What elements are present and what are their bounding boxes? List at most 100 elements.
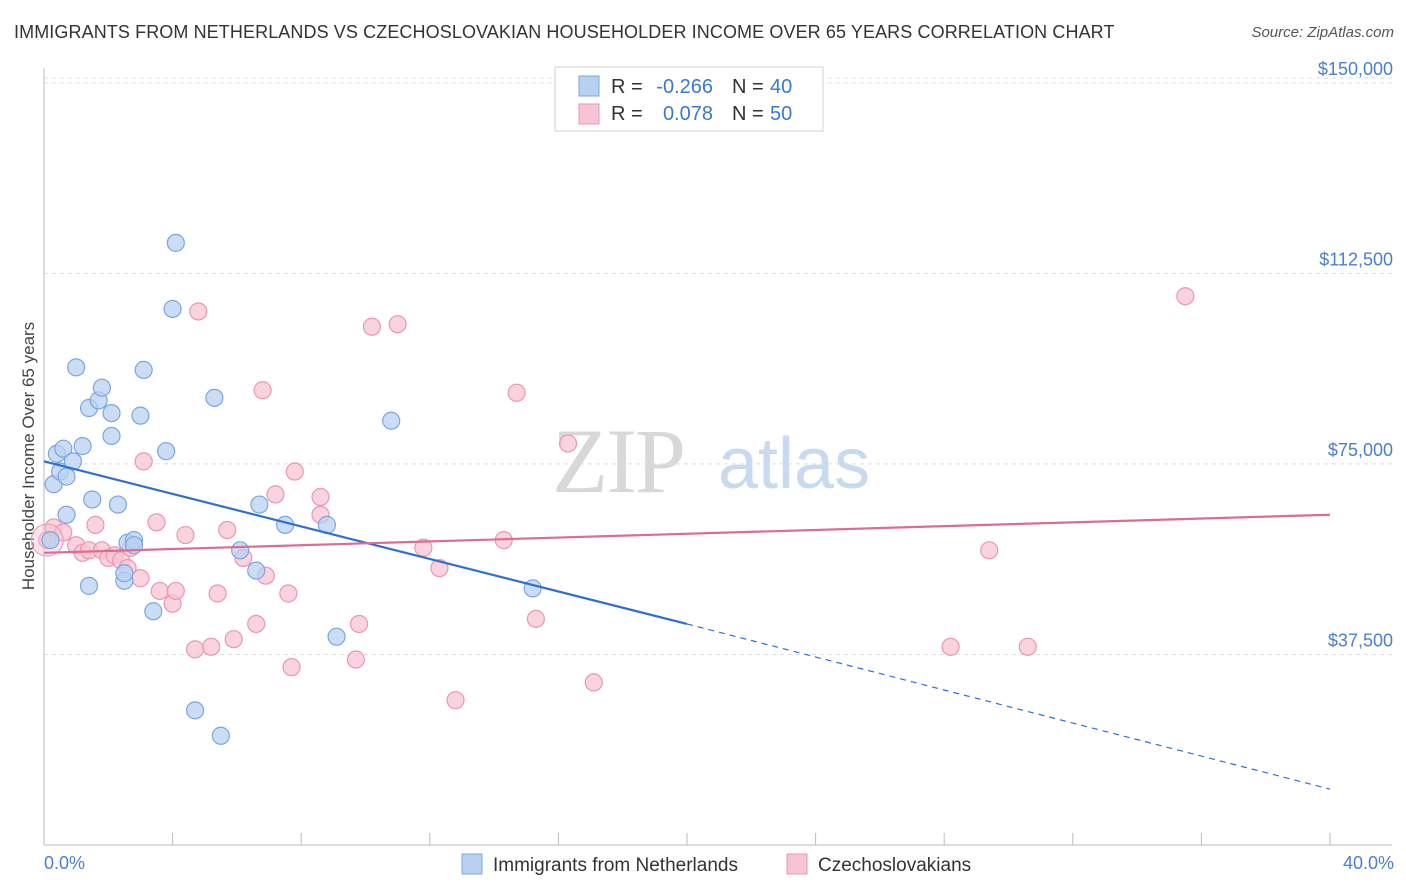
point-netherlands bbox=[73, 437, 92, 456]
stats-n-value-2: 50 bbox=[770, 103, 792, 125]
point-netherlands bbox=[57, 467, 76, 486]
point-czechoslovakians bbox=[247, 614, 266, 634]
point-czechoslovakians bbox=[166, 581, 185, 601]
legend: Immigrants from Netherlands Czechoslovak… bbox=[461, 853, 971, 876]
point-czechoslovakians bbox=[266, 485, 285, 504]
point-czechoslovakians bbox=[1176, 287, 1195, 306]
y-axis-tick-labels: $37,500 $75,000 $112,500 $150,000 bbox=[1318, 59, 1393, 651]
point-netherlands bbox=[211, 726, 230, 745]
stats-swatch-pink bbox=[578, 103, 600, 125]
point-czechoslovakians bbox=[253, 381, 272, 400]
point-netherlands bbox=[41, 531, 60, 550]
point-czechoslovakians bbox=[430, 558, 449, 578]
point-netherlands bbox=[57, 505, 76, 524]
point-czechoslovakians bbox=[224, 630, 243, 649]
point-czechoslovakians bbox=[941, 637, 960, 656]
x-tick-label-max: 40.0% bbox=[1343, 853, 1394, 873]
point-czechoslovakians bbox=[134, 452, 153, 471]
point-czechoslovakians bbox=[150, 581, 169, 601]
point-czechoslovakians bbox=[349, 614, 369, 634]
point-czechoslovakians bbox=[584, 673, 603, 692]
trend-line-netherlands-extrapolated bbox=[686, 623, 1331, 790]
point-czechoslovakians bbox=[282, 658, 301, 677]
point-netherlands bbox=[163, 299, 182, 319]
point-netherlands bbox=[67, 358, 86, 377]
point-czechoslovakians bbox=[186, 640, 205, 659]
point-czechoslovakians bbox=[526, 609, 545, 628]
stats-r-label-1: R = bbox=[611, 76, 643, 98]
point-czechoslovakians bbox=[131, 569, 150, 588]
point-netherlands bbox=[134, 360, 153, 380]
point-netherlands bbox=[382, 411, 401, 430]
series-netherlands-points bbox=[41, 233, 542, 745]
x-axis-ticks bbox=[43, 833, 1331, 845]
point-czechoslovakians bbox=[279, 584, 298, 603]
point-netherlands bbox=[205, 388, 224, 407]
point-czechoslovakians bbox=[346, 650, 365, 669]
y-tick-label: $37,500 bbox=[1328, 630, 1393, 650]
point-netherlands bbox=[131, 406, 150, 425]
point-netherlands bbox=[102, 426, 121, 446]
point-czechoslovakians bbox=[202, 637, 221, 656]
point-czechoslovakians bbox=[507, 383, 526, 402]
y-tick-label: $150,000 bbox=[1318, 59, 1393, 79]
point-czechoslovakians bbox=[362, 317, 382, 336]
trend-lines bbox=[43, 460, 1331, 790]
point-netherlands bbox=[157, 442, 176, 461]
legend-label-netherlands: Immigrants from Netherlands bbox=[493, 855, 738, 876]
legend-label-czechoslovakians: Czechoslovakians bbox=[818, 855, 971, 876]
point-czechoslovakians bbox=[147, 513, 166, 532]
point-czechoslovakians bbox=[189, 302, 208, 321]
point-netherlands bbox=[54, 439, 73, 458]
point-czechoslovakians bbox=[446, 691, 465, 710]
point-czechoslovakians bbox=[558, 434, 578, 453]
point-netherlands bbox=[231, 541, 250, 560]
point-netherlands bbox=[108, 495, 128, 514]
point-netherlands bbox=[79, 576, 99, 595]
stats-n-label-2: N = bbox=[732, 103, 764, 125]
point-czechoslovakians bbox=[86, 515, 105, 534]
point-czechoslovakians bbox=[311, 487, 330, 507]
y-tick-label: $75,000 bbox=[1328, 440, 1393, 460]
point-netherlands bbox=[144, 602, 163, 621]
stats-r-label-2: R = bbox=[611, 103, 643, 125]
stats-n-value-1: 40 bbox=[770, 76, 792, 98]
point-czechoslovakians bbox=[388, 315, 407, 334]
point-netherlands bbox=[63, 452, 83, 471]
grid-lines bbox=[44, 77, 1392, 655]
point-netherlands bbox=[166, 233, 185, 252]
chart-title: IMMIGRANTS FROM NETHERLANDS VS CZECHOSLO… bbox=[14, 22, 1115, 42]
stats-n-label-1: N = bbox=[732, 76, 764, 98]
point-czechoslovakians bbox=[208, 584, 227, 603]
stats-box: R = -0.266 N = 40 R = 0.078 N = 50 bbox=[554, 66, 824, 132]
point-czechoslovakians bbox=[1018, 637, 1037, 656]
point-czechoslovakians bbox=[285, 462, 304, 481]
stats-r-value-2: 0.078 bbox=[663, 103, 713, 125]
watermark-zip: ZIP bbox=[552, 410, 684, 512]
trend-line-czechoslovakians bbox=[43, 513, 1331, 554]
stats-box-frame bbox=[554, 66, 824, 132]
legend-swatch-czechoslovakians bbox=[786, 853, 808, 875]
series-czechoslovakians-points bbox=[30, 287, 1195, 710]
point-netherlands bbox=[115, 564, 134, 583]
point-czechoslovakians bbox=[980, 541, 999, 560]
stats-r-value-1: -0.266 bbox=[656, 76, 713, 98]
point-netherlands bbox=[83, 490, 102, 509]
point-netherlands bbox=[102, 403, 121, 423]
y-tick-label: $112,500 bbox=[1319, 249, 1393, 269]
axes bbox=[43, 68, 1392, 846]
point-czechoslovakians bbox=[176, 525, 195, 545]
point-netherlands bbox=[92, 378, 111, 397]
y-axis-label: Householder Income Over 65 years bbox=[19, 322, 38, 590]
point-netherlands bbox=[247, 561, 266, 580]
chart-source: Source: ZipAtlas.com bbox=[1251, 24, 1394, 41]
point-czechoslovakians bbox=[218, 520, 237, 540]
point-netherlands bbox=[327, 627, 346, 646]
legend-swatch-netherlands bbox=[461, 853, 483, 875]
x-tick-label-min: 0.0% bbox=[44, 853, 85, 873]
stats-swatch-blue bbox=[578, 75, 600, 97]
point-netherlands bbox=[250, 495, 269, 514]
point-netherlands bbox=[186, 701, 205, 720]
watermark: ZIP atlas bbox=[552, 410, 870, 512]
